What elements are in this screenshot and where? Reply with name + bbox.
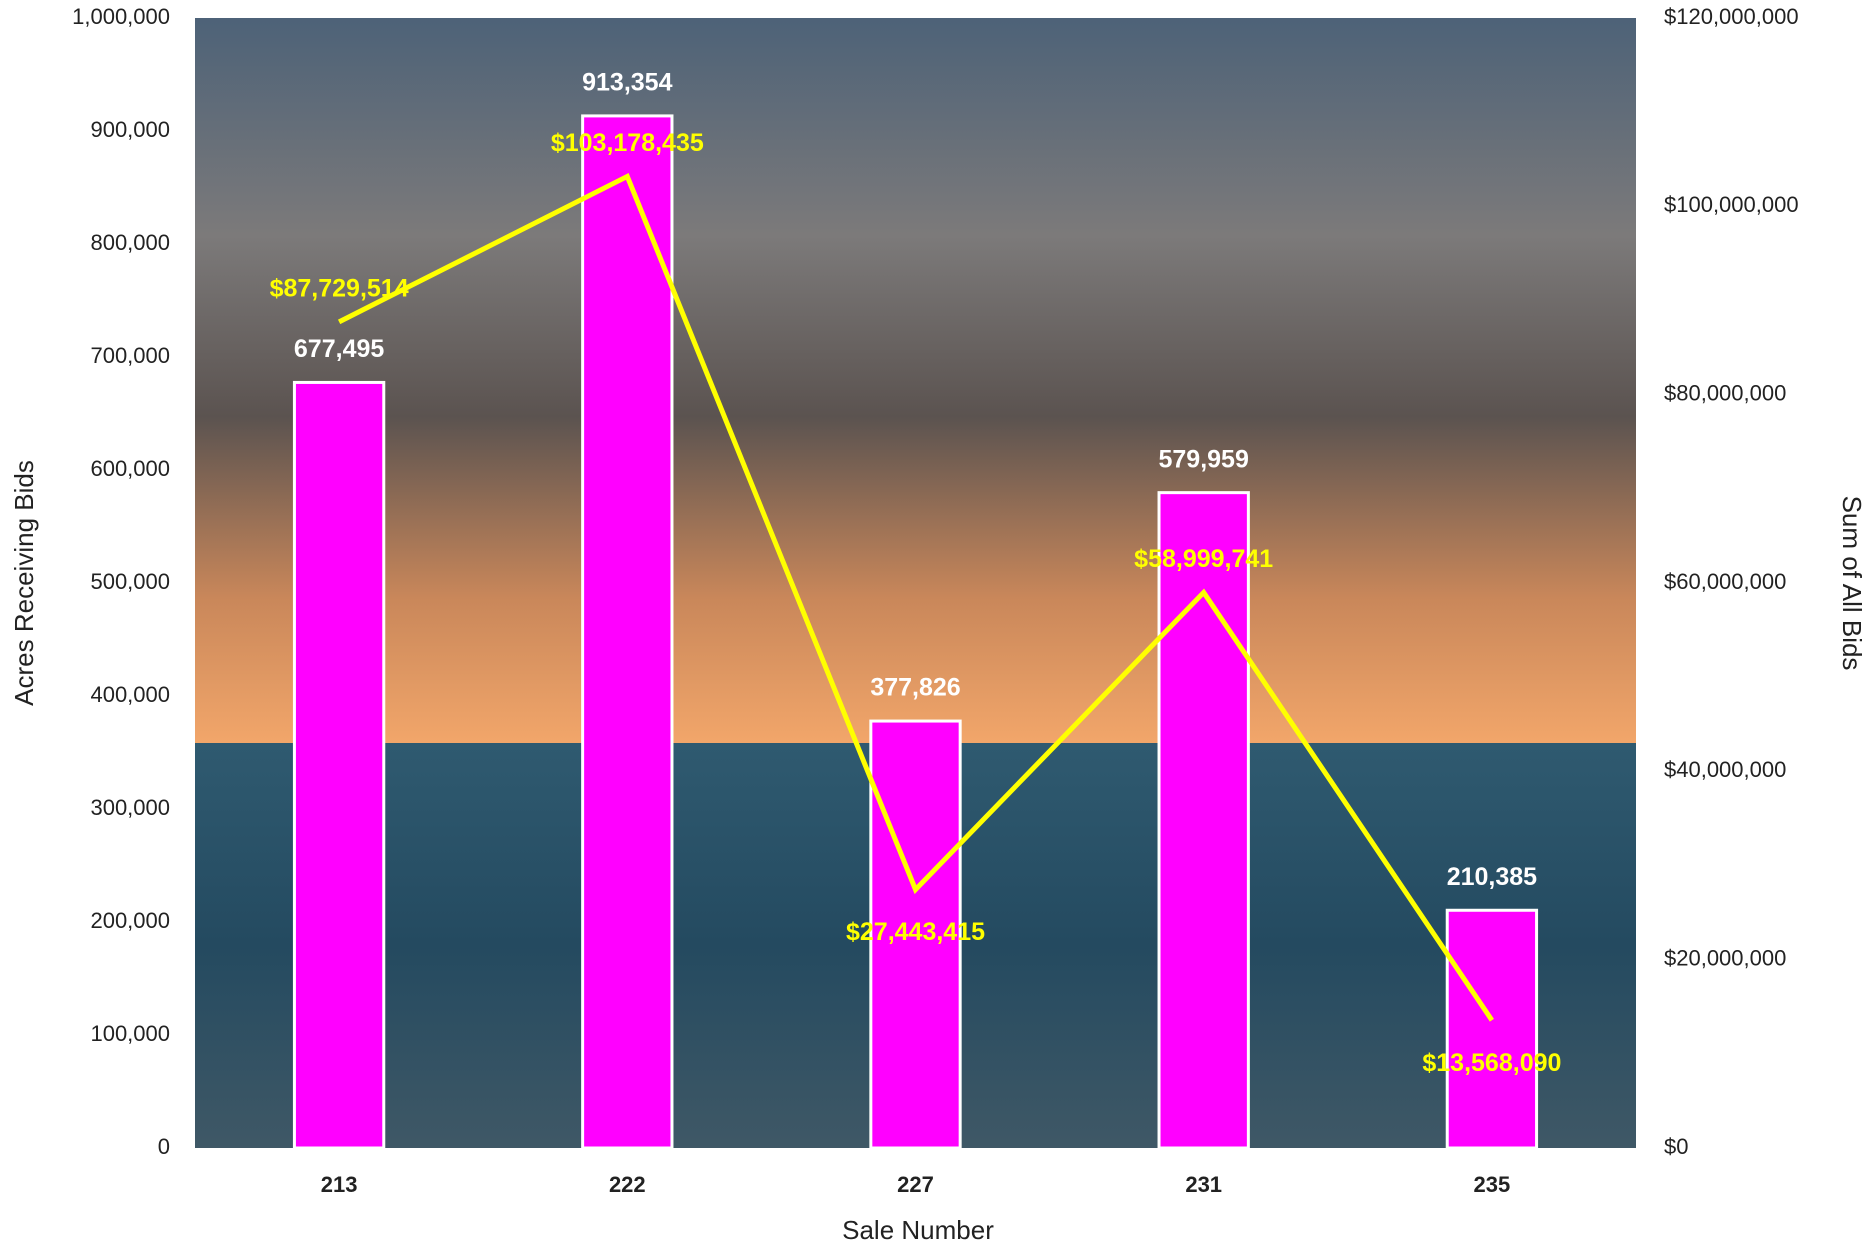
bar [1445,908,1539,1150]
y2-tick-label: $40,000,000 [1664,757,1786,782]
y-tick-label: 200,000 [90,908,170,933]
y-tick-label: 600,000 [90,456,170,481]
y-tick-label: 1,000,000 [72,4,170,29]
bar-value-label: 377,826 [870,674,960,702]
y-tick-label: 0 [158,1134,170,1159]
bar-value-label: 913,354 [582,69,672,97]
bar-value-label: 579,959 [1159,445,1249,473]
y2-tick-label: $20,000,000 [1664,945,1786,970]
bar [292,380,386,1150]
background-sky [195,18,1636,743]
x-tick-label: 222 [609,1172,646,1197]
x-tick-label: 227 [897,1172,934,1197]
y2-tick-label: $100,000,000 [1664,192,1799,217]
x-tick-label: 235 [1474,1172,1511,1197]
y2-tick-label: $120,000,000 [1664,4,1799,29]
bar-value-label: 210,385 [1447,863,1537,891]
y2-tick-label: $80,000,000 [1664,380,1786,405]
y-tick-label: 500,000 [90,569,170,594]
y-tick-label: 900,000 [90,117,170,142]
line-value-label: $58,999,741 [1134,545,1273,573]
line-value-label: $27,443,415 [846,918,985,946]
bar-value-label: 677,495 [294,335,384,363]
x-tick-label: 231 [1185,1172,1222,1197]
y-tick-label: 100,000 [90,1021,170,1046]
y2-tick-label: $60,000,000 [1664,569,1786,594]
y2-axis-title: Sum of All Bids [1837,496,1867,671]
y2-tick-label: $0 [1664,1134,1688,1159]
y-tick-label: 800,000 [90,230,170,255]
y-tick-label: 400,000 [90,682,170,707]
bar [1157,491,1250,1150]
y-axis-title: Acres Receiving Bids [9,460,39,706]
bar [869,719,962,1150]
bar [581,114,674,1150]
y-tick-label: 300,000 [90,795,170,820]
line-value-label: $13,568,090 [1422,1049,1561,1077]
y-tick-label: 700,000 [90,343,170,368]
line-value-label: $103,178,435 [551,129,704,157]
line-value-label: $87,729,514 [270,274,409,302]
x-axis-title: Sale Number [842,1215,994,1245]
x-tick-label: 213 [321,1172,358,1197]
line [337,172,1494,1022]
